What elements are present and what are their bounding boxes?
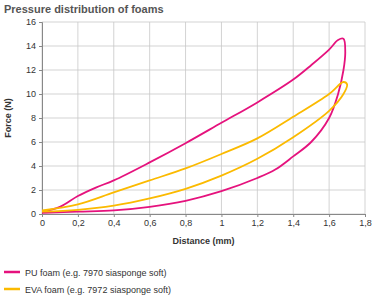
tick: 1,8 [359,214,372,228]
grid [42,22,365,214]
tick: 0 [40,214,45,228]
tick-mark [293,214,294,217]
tick-label: 1,6 [323,218,336,228]
y-axis-title: Force (N) [3,98,13,138]
tick-mark [39,166,42,167]
tick-mark [257,214,258,217]
series-group [42,38,347,212]
tick: 1,2 [252,214,265,228]
tick: 1 [219,214,224,228]
tick: 8 [31,113,42,123]
grid-line-y [42,46,365,47]
tick-mark [39,142,42,143]
tick: 4 [31,161,42,171]
tick-mark [365,214,366,217]
grid-line-y [42,118,365,119]
axis-line [39,23,43,215]
chart-title: Pressure distribution of foams [4,3,164,15]
grid-line-y [42,70,365,71]
tick: 12 [26,65,42,75]
tick-mark [39,22,42,23]
y-axis: 0 2 4 6 8 10 12 14 16 [26,17,43,219]
tick-label: 8 [31,113,36,123]
tick-label: 0,6 [144,218,157,228]
tick-label: 1,8 [359,218,372,228]
grid-line-y [42,166,365,167]
plot-area: 0 0,2 0,4 0,6 0,8 1 1,2 1,4 1,6 1,8 0 2 4 6 8 10 12 14 16 [26,17,372,228]
tick-mark [39,190,42,191]
grid-line-y [42,22,365,23]
tick-mark [221,214,222,217]
series-line [42,82,347,212]
grid-line-y [42,142,365,143]
tick: 0,6 [144,214,157,228]
tick: 0,4 [108,214,121,228]
tick-mark [329,214,330,217]
tick: 10 [26,89,42,99]
tick: 0,2 [72,214,85,228]
tick-mark [39,70,42,71]
tick-label: 16 [26,17,36,27]
tick-mark [78,214,79,217]
tick-label: 10 [26,89,36,99]
x-axis-title: Distance (mm) [172,236,234,246]
tick-mark [114,214,115,217]
tick-label: 14 [26,41,36,51]
chart-container: 0 0,2 0,4 0,6 0,8 1 1,2 1,4 1,6 1,8 0 2 4 6 8 10 12 14 16 P… [0,0,380,302]
tick-label: 0,8 [180,218,193,228]
tick-label: 0,4 [108,218,121,228]
grid-line-y [42,94,365,95]
tick-label: 0,2 [72,218,85,228]
tick: 2 [31,185,42,195]
tick-mark [39,214,42,215]
tick-label: 12 [26,65,36,75]
tick-label: 1,4 [287,218,300,228]
tick: 0,8 [180,214,193,228]
tick-label: 2 [31,185,36,195]
axis-line [43,215,366,218]
tick-mark [39,118,42,119]
tick-label: 0 [40,218,45,228]
tick-label: 6 [31,137,36,147]
tick: 6 [31,137,42,147]
tick-label: 1,2 [252,218,265,228]
tick-mark [186,214,187,217]
tick: 1,6 [323,214,336,228]
chart-svg: 0 0,2 0,4 0,6 0,8 1 1,2 1,4 1,6 1,8 0 2 4 6 8 10 12 14 16 P… [0,0,380,302]
tick-label: 1 [219,218,224,228]
legend-label: PU foam (e.g. 7970 siasponge soft) [25,268,167,278]
legend-swatch [4,288,20,291]
tick: 14 [26,41,42,51]
tick-mark [150,214,151,217]
legend-label: EVA foam (e.g. 7972 siasponge soft) [25,285,171,295]
legend-swatch [4,271,20,274]
tick-mark [39,46,42,47]
tick-label: 0 [31,209,36,219]
tick: 16 [26,17,42,27]
x-axis: 0 0,2 0,4 0,6 0,8 1 1,2 1,4 1,6 1,8 [40,214,372,228]
tick-label: 4 [31,161,36,171]
tick: 1,4 [287,214,300,228]
tick: 0 [31,209,42,219]
tick-mark [39,94,42,95]
legend: PU foam (e.g. 7970 siasponge soft) EVA fo… [4,268,171,295]
